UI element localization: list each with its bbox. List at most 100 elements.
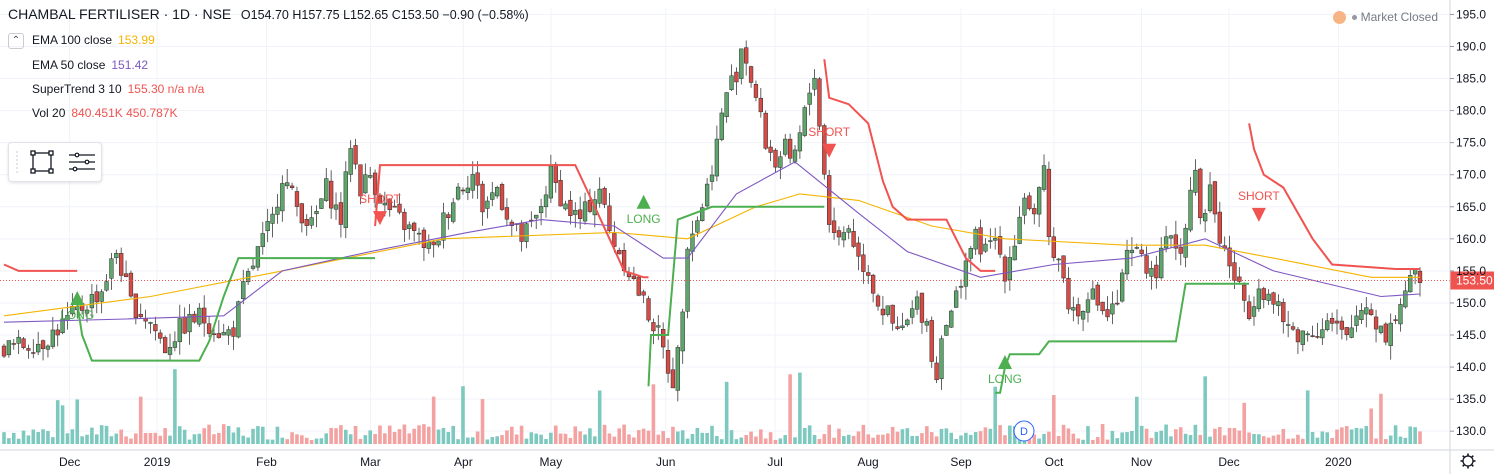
volume-bar bbox=[202, 428, 206, 444]
volume-bar bbox=[1149, 437, 1154, 444]
candle-body bbox=[309, 217, 314, 226]
volume-bar bbox=[163, 428, 167, 444]
volume-bar bbox=[124, 436, 128, 444]
candle-body bbox=[285, 182, 290, 187]
volume-bar bbox=[1135, 396, 1139, 444]
volume-bar bbox=[80, 436, 84, 444]
gear-ring bbox=[1462, 455, 1474, 467]
status-dot-icon bbox=[1351, 15, 1357, 21]
candle-body bbox=[1227, 247, 1232, 267]
candle-body bbox=[358, 164, 363, 197]
volume-bar bbox=[60, 405, 65, 444]
volume-bar bbox=[925, 426, 929, 444]
candle-body bbox=[993, 238, 998, 241]
volume-bar bbox=[695, 427, 700, 444]
volume-bar bbox=[339, 425, 343, 444]
volume-bar bbox=[7, 438, 11, 444]
candle-body bbox=[1027, 195, 1032, 210]
volume-bar bbox=[905, 428, 910, 444]
candle-body bbox=[148, 322, 153, 324]
volume-bar bbox=[510, 426, 514, 444]
x-tick-label: Jul bbox=[767, 455, 782, 469]
candle-body bbox=[1393, 319, 1398, 321]
candle-body bbox=[1046, 168, 1052, 237]
volume-bar bbox=[1091, 439, 1095, 444]
volume-bar bbox=[1047, 431, 1051, 444]
candle-body bbox=[1110, 303, 1115, 315]
rectangle-icon[interactable] bbox=[30, 150, 54, 174]
candle-body bbox=[582, 201, 588, 222]
candle-body bbox=[875, 295, 881, 307]
volume-bar bbox=[724, 381, 729, 444]
candle-body bbox=[885, 305, 890, 315]
collapse-icon[interactable]: ⌃ bbox=[8, 33, 24, 49]
volume-bar bbox=[36, 432, 40, 444]
volume-bar bbox=[231, 432, 236, 444]
candle-body bbox=[783, 138, 788, 155]
short-arrow-icon bbox=[372, 211, 387, 226]
volume-bar bbox=[895, 431, 900, 444]
volume-bar bbox=[378, 425, 382, 444]
volume-bar bbox=[1266, 437, 1271, 444]
volume-bar bbox=[885, 433, 890, 444]
volume-bar bbox=[890, 426, 895, 444]
volume-bar bbox=[1095, 437, 1100, 444]
candle-body bbox=[856, 242, 861, 257]
volume-bar bbox=[1218, 426, 1222, 444]
supertrend-down-line bbox=[1248, 123, 1420, 270]
candle-body bbox=[55, 329, 60, 336]
volume-bar bbox=[75, 399, 80, 444]
dividend-badge bbox=[1013, 420, 1035, 442]
indicator-ema50[interactable]: EMA 50 close 151.42 bbox=[32, 58, 149, 72]
candle-body bbox=[211, 333, 217, 335]
settings-lines-icon[interactable] bbox=[69, 152, 95, 172]
volume-bar bbox=[1393, 425, 1398, 444]
volume-bar bbox=[568, 437, 573, 444]
grid-lines bbox=[0, 8, 1450, 444]
volume-bar bbox=[387, 425, 392, 444]
indicator-supertrend[interactable]: SuperTrend 3 10 155.30 n/a n/a bbox=[32, 82, 205, 96]
y-tick-label: 135.0 bbox=[1456, 392, 1486, 406]
volume-bar bbox=[881, 434, 885, 444]
candle-body bbox=[1242, 284, 1247, 301]
candle-body bbox=[1398, 304, 1403, 325]
volume-bar bbox=[641, 428, 646, 444]
candle-body bbox=[275, 206, 280, 215]
indicator-ema100[interactable]: ⌃ EMA 100 close 153.99 bbox=[8, 33, 155, 49]
volume-bar bbox=[221, 424, 226, 444]
indicator-volume[interactable]: Vol 20 840.451K 450.787K bbox=[32, 106, 178, 120]
candle-body bbox=[827, 175, 832, 225]
volume-bar bbox=[934, 436, 939, 444]
candle-body bbox=[939, 338, 944, 380]
supertrend-up-line bbox=[76, 257, 376, 362]
candle-body bbox=[446, 214, 451, 219]
volume-bar bbox=[1408, 426, 1413, 444]
candle-body bbox=[368, 175, 373, 178]
volume-bar bbox=[417, 425, 421, 444]
candle-body bbox=[656, 325, 661, 328]
volume-bar bbox=[348, 434, 353, 444]
volume-bar bbox=[636, 430, 641, 444]
settings-gear-icon[interactable] bbox=[1460, 453, 1476, 469]
volume-bar bbox=[104, 425, 109, 444]
volume-bar bbox=[1203, 376, 1207, 444]
candle-body bbox=[1408, 275, 1413, 293]
x-tick-label: Nov bbox=[1131, 455, 1152, 469]
candle-body bbox=[231, 327, 236, 337]
candle-body bbox=[250, 265, 256, 269]
volume-bar bbox=[182, 429, 187, 444]
gear-tooth bbox=[1462, 463, 1466, 467]
volume-bar bbox=[138, 396, 143, 444]
volume-bar bbox=[1320, 431, 1325, 444]
candle-body bbox=[36, 343, 41, 353]
candle-body bbox=[680, 311, 685, 352]
volume-bar bbox=[744, 435, 748, 444]
volume-bar bbox=[856, 431, 861, 444]
volume-bar bbox=[368, 430, 373, 444]
candle-body bbox=[324, 178, 329, 201]
candle-body bbox=[407, 224, 412, 229]
candle-body bbox=[167, 347, 173, 355]
volume-bar bbox=[1051, 395, 1056, 444]
volume-bar bbox=[734, 439, 739, 444]
